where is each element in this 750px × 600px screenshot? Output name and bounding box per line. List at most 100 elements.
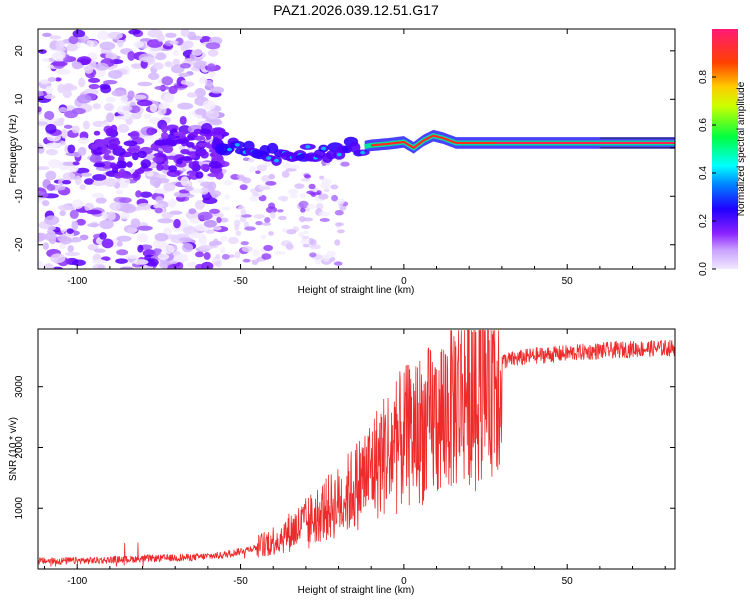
snr-y-axis-label: SNR (10 * v/v): [8, 417, 19, 481]
spectrogram-blob: [265, 181, 277, 186]
spectrogram-blob: [323, 188, 330, 193]
spectrogram-blob: [181, 242, 194, 253]
spectrogram-blob: [334, 209, 344, 216]
snr-x-ticks: -100 -50 0 50: [44, 329, 666, 587]
spectrogram-blob: [57, 83, 66, 94]
spectrogram-blob: [336, 229, 345, 234]
spectrogram-blob: [147, 29, 163, 38]
spectrogram-blob: [108, 145, 123, 150]
spectrogram-blob: [176, 158, 183, 165]
y-tick-label: 0: [14, 145, 25, 151]
spectrogram-blob: [43, 94, 56, 99]
colorbar-label: Normalized spectral amplitude: [736, 81, 747, 216]
spectrogram-blob: [340, 161, 350, 167]
spectrogram-blob: [265, 206, 278, 214]
spectrogram-blob: [261, 222, 272, 226]
spectrogram-blob: [79, 234, 89, 241]
spectrogram-blob: [179, 115, 187, 125]
spectrogram-blob: [237, 205, 247, 211]
spectrogram-blob: [47, 77, 57, 82]
spectrogram-blob: [89, 155, 103, 164]
spectrogram-blob: [38, 166, 50, 171]
spectrogram-blob: [188, 161, 198, 169]
spectrogram-blob: [256, 164, 268, 172]
spectrogram-blob: [109, 162, 117, 169]
spectrogram-blob: [294, 183, 305, 189]
spectrogram-blob: [227, 236, 239, 245]
spectrogram-blob: [191, 145, 201, 150]
snr-x-axis-label: Height of straight line (km): [298, 585, 415, 596]
spectrogram-blob: [130, 218, 141, 228]
spectrogram-blob: [224, 194, 230, 200]
spectrogram-blob: [67, 245, 74, 253]
spectrogram-blob: [153, 203, 164, 209]
spectrogram-blob: [97, 30, 110, 41]
spectrogram-blob: [331, 194, 338, 202]
spectrogram-blob: [116, 235, 132, 242]
spectrogram-blob: [270, 211, 276, 219]
spectrogram-blob: [195, 171, 204, 179]
spectrogram-blob: [105, 52, 118, 60]
spectrogram-blob: [133, 94, 147, 100]
spectrogram-blob: [253, 214, 265, 219]
spectrogram-blob: [79, 184, 87, 191]
spectrogram-blob: [38, 191, 49, 199]
spectrogram-blob: [186, 261, 197, 268]
spectrogram-blob: [149, 103, 158, 113]
spectrogram-blob: [110, 124, 118, 134]
spectrogram-blob: [235, 230, 242, 236]
spectrogram-blob: [209, 208, 220, 214]
spectrogram-blob: [126, 161, 133, 168]
ridge-core: [273, 158, 279, 163]
spectrogram-blob: [177, 102, 194, 110]
spectrogram-blob: [167, 198, 177, 208]
spectrogram-blob: [164, 61, 173, 68]
spectrogram-blob: [321, 178, 332, 185]
spectrogram-blob: [136, 233, 148, 243]
spectrogram-blob: [230, 173, 240, 180]
spectrogram-blob: [76, 94, 92, 104]
spectrogram-blob: [194, 108, 207, 116]
spectrogram-blob: [115, 189, 124, 195]
figure-title: PAZ1.2026.039.12.51.G17: [273, 2, 439, 18]
x-tick-label: 50: [562, 576, 574, 587]
spectrogram-blob: [322, 255, 330, 262]
spectrogram-blob: [44, 215, 60, 226]
spectrogram-blob: [107, 211, 116, 221]
spectrogram-blob: [198, 77, 208, 84]
spectrogram-blob: [127, 227, 137, 234]
spectrogram-blob: [188, 208, 197, 215]
spectrogram-blob: [207, 49, 219, 57]
spectrogram-blob: [273, 250, 286, 255]
spectrogram-blob: [178, 237, 193, 242]
spectrogram-blob: [80, 172, 93, 177]
spectrogram-blob: [157, 253, 170, 261]
spectrogram-blob: [147, 72, 160, 80]
spectrogram-blob: [228, 254, 236, 258]
y-tick-label: -10: [14, 189, 25, 204]
spectrogram-blob: [116, 249, 129, 256]
spectrogram-blob: [161, 164, 171, 171]
spectrogram-blob: [51, 266, 63, 269]
x-tick-label: -50: [233, 576, 248, 587]
spectrogram-blob: [163, 93, 175, 104]
colorbar: 0.0 0.2 0.4 0.6 0.8 Normalized spectral ampl…: [698, 29, 747, 276]
y-tick-label: 2000: [14, 436, 25, 459]
ridge-core: [266, 156, 272, 160]
spectrogram-blob: [298, 200, 309, 209]
spectrogram-blob: [137, 244, 144, 253]
spectrogram-blobs: [38, 29, 350, 269]
spectrogram-blob: [198, 233, 207, 243]
spectrogram-y-ticks: -20 -10 0 10 20: [14, 45, 675, 252]
spectrogram-blob: [194, 200, 205, 210]
spectrogram-blob: [93, 130, 101, 136]
spectrogram-blob: [175, 138, 190, 144]
spectrogram-blob: [199, 187, 209, 195]
spectrogram-blob: [173, 218, 181, 229]
spectrogram-blob: [248, 158, 255, 163]
spectrogram-blob: [322, 184, 334, 189]
spectrogram-blob: [196, 178, 204, 184]
spectrogram-blob: [87, 223, 100, 228]
spectrogram-blob: [100, 85, 112, 94]
spectrogram-blob: [84, 178, 95, 185]
